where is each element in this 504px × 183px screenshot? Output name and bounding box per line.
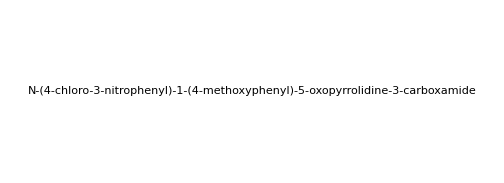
- Text: N-(4-chloro-3-nitrophenyl)-1-(4-methoxyphenyl)-5-oxopyrrolidine-3-carboxamide: N-(4-chloro-3-nitrophenyl)-1-(4-methoxyp…: [28, 87, 476, 96]
